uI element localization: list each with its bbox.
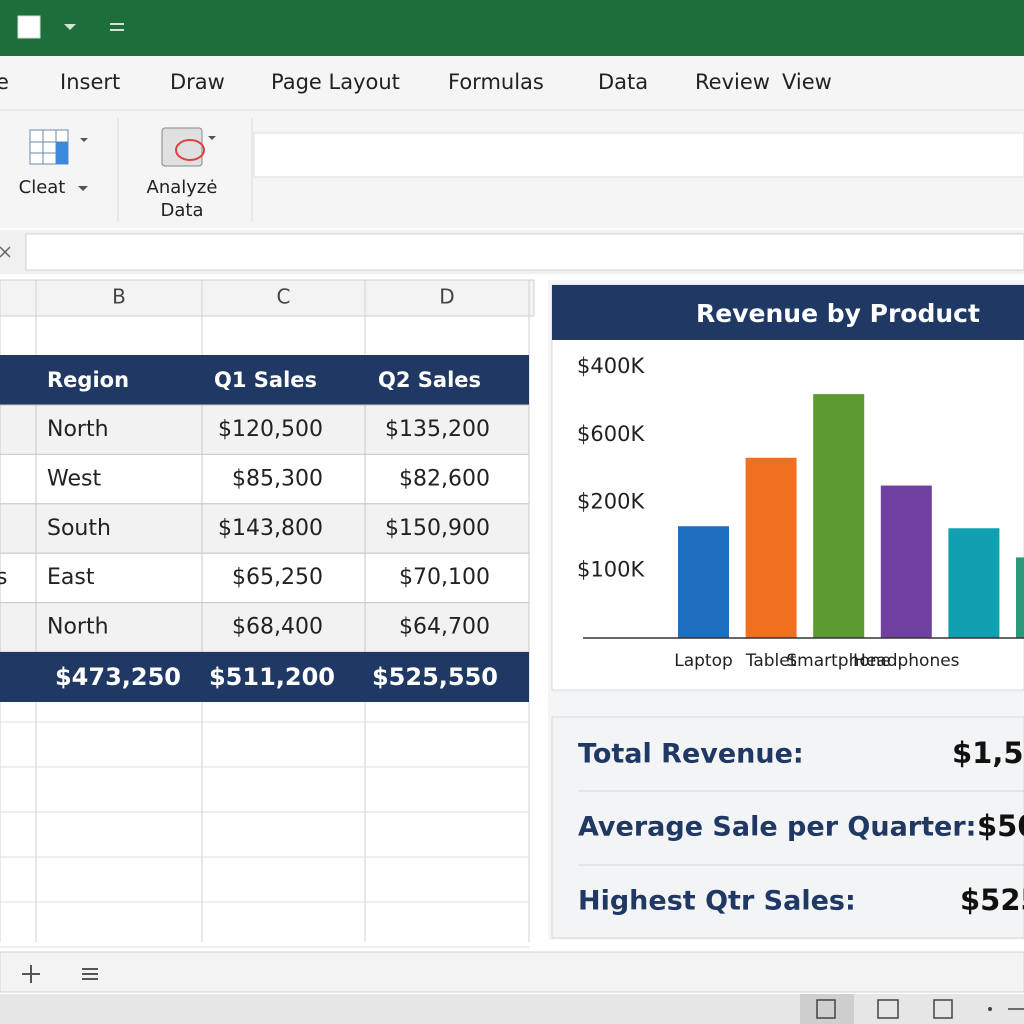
table-cell: $85,300: [232, 466, 323, 491]
column-header: D: [439, 285, 454, 309]
normal-view-button[interactable]: [800, 994, 854, 1024]
cancel-icon[interactable]: [0, 246, 11, 258]
y-tick-label: $400K: [577, 354, 645, 378]
table-header-cell: Q1 Sales: [214, 368, 317, 392]
x-tick-label: Laptop: [674, 651, 733, 671]
summary-value: $1,51: [952, 736, 1024, 770]
chart-title: Revenue by Product: [696, 299, 980, 328]
table-cell: $64,700: [399, 615, 490, 640]
x-tick-label: Tablet: [745, 651, 797, 671]
table-header-cell: Q2 Sales: [378, 368, 481, 392]
zoom-dot: [988, 1007, 992, 1011]
analyze-icon[interactable]: [161, 127, 203, 167]
ribbon-tab[interactable]: Draw: [170, 70, 225, 94]
table-cell: $65,250: [232, 565, 323, 590]
table-cell: East: [47, 565, 95, 590]
dropdown-icon[interactable]: [64, 24, 76, 30]
summary-label: Highest Qtr Sales:: [578, 886, 856, 917]
status-bar: [0, 994, 1024, 1024]
summary-value: $525: [960, 883, 1024, 917]
table-cell: $70,100: [399, 565, 490, 590]
ribbon-tab[interactable]: Formulas: [448, 70, 544, 94]
table-total-row: [0, 652, 529, 702]
table-cell: $120,500: [218, 417, 323, 442]
column-header-row: [0, 279, 535, 317]
table-row: [0, 552, 530, 604]
ribbon-tab[interactable]: e: [0, 70, 9, 94]
chart-title-bar: [552, 285, 1024, 340]
bar: [948, 528, 1000, 638]
table-cell: $135,200: [385, 417, 490, 442]
sheet-list-icon[interactable]: [82, 968, 98, 980]
x-tick-label: Headphones: [853, 651, 960, 671]
formula-input[interactable]: [25, 233, 1024, 271]
table-cell: North: [47, 615, 109, 640]
table-cell: $82,600: [399, 466, 490, 491]
x-tick-label: Smartphone: [786, 651, 891, 671]
table-cell: $68,400: [232, 615, 323, 640]
table-total-cell: $511,200: [209, 663, 335, 691]
table-total-cell: $525,550: [372, 663, 498, 691]
table-row: [0, 453, 530, 505]
table-row: [0, 404, 530, 455]
table-cell: South: [47, 516, 111, 541]
summary-panel: [551, 716, 1024, 939]
table-cell: $143,800: [218, 516, 323, 541]
title-bar: [0, 0, 1024, 56]
normal-view-icon: [816, 999, 836, 1019]
y-tick-label: $600K: [577, 422, 645, 446]
ribbon-button-label[interactable]: Analyzė: [147, 177, 218, 198]
summary-value: $50: [977, 809, 1024, 843]
sheet-tab-bar: [0, 951, 1024, 993]
table-header-cell: Region: [47, 368, 129, 392]
save-icon[interactable]: [17, 15, 41, 39]
table-row: [0, 602, 530, 653]
bar: [678, 526, 729, 638]
ribbon-button-label[interactable]: Data: [161, 200, 204, 221]
table-icon-fill: [56, 142, 68, 164]
bar: [880, 485, 932, 638]
ribbon-tab[interactable]: Data: [598, 70, 648, 94]
column-header: C: [277, 285, 291, 309]
ribbon-button-label[interactable]: Cleat: [19, 177, 66, 198]
add-sheet-icon[interactable]: [22, 965, 40, 983]
table-total-cell: $473,250: [55, 663, 181, 691]
analyze-icon-swirl: [175, 139, 205, 161]
y-tick-label: $200K: [577, 490, 645, 514]
ribbon-tab[interactable]: Review: [695, 70, 770, 94]
ribbon-tab[interactable]: Insert: [60, 70, 120, 94]
bar: [745, 457, 797, 638]
summary-label: Average Sale per Quarter:: [578, 812, 976, 843]
table-icon-grid: [30, 130, 68, 164]
bar: [813, 394, 865, 638]
ribbon-tab[interactable]: Page Layout: [271, 70, 400, 94]
column-a-fragment: s: [0, 565, 7, 590]
page-break-view-icon[interactable]: [933, 999, 953, 1019]
ribbon-empty-area: [253, 132, 1024, 178]
table-cell: North: [47, 417, 109, 442]
table-header-row: [0, 355, 529, 405]
bar: [1016, 557, 1024, 638]
summary-label: Total Revenue:: [578, 739, 804, 770]
column-header: B: [112, 285, 126, 309]
ribbon-tab[interactable]: View: [782, 70, 832, 94]
table-cell: $150,900: [385, 516, 490, 541]
customize-icon[interactable]: [110, 23, 124, 31]
table-cell: West: [47, 466, 101, 491]
y-tick-label: $100K: [577, 557, 645, 581]
page-layout-view-icon[interactable]: [877, 999, 899, 1019]
